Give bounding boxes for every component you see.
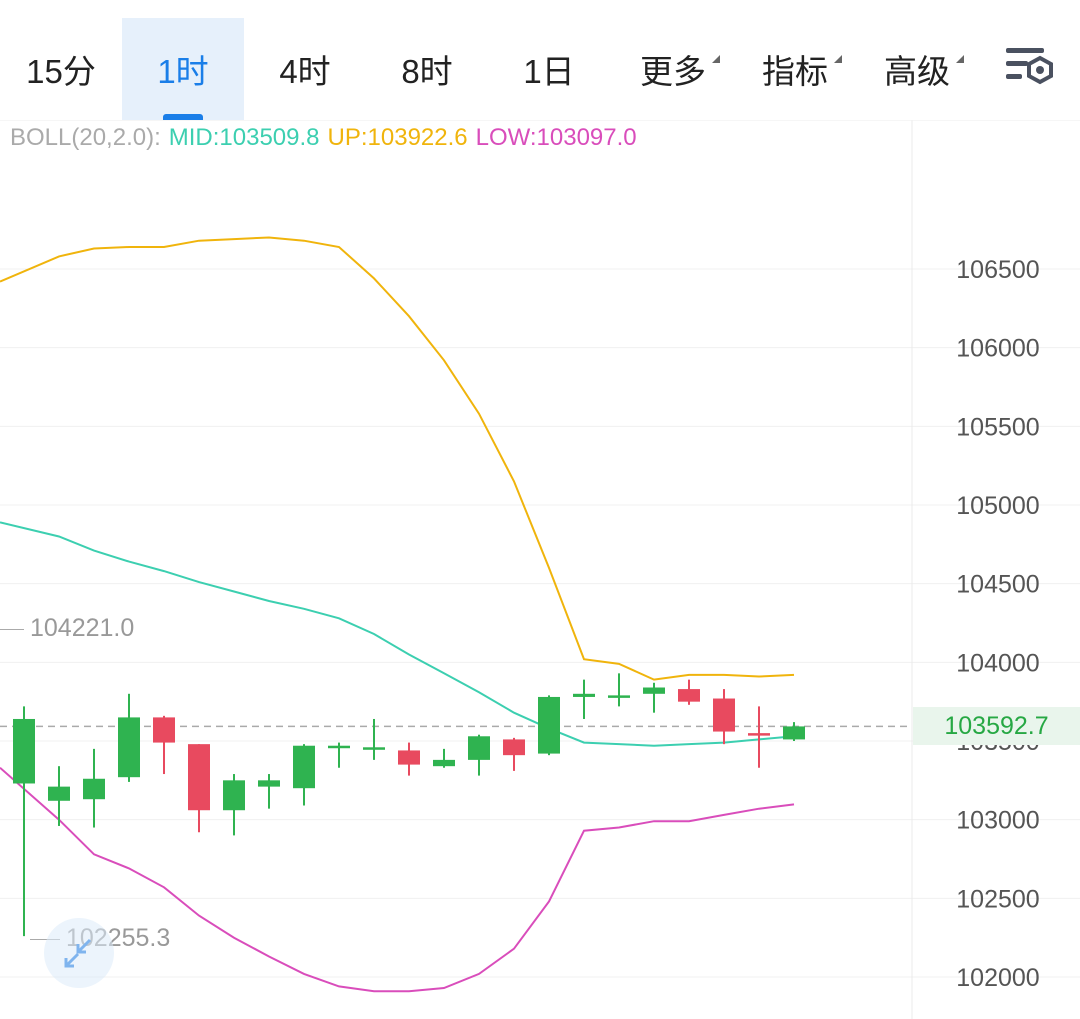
tab-8hour[interactable]: 8时 xyxy=(366,18,488,120)
candle-body xyxy=(538,696,560,754)
candle-body xyxy=(398,750,420,765)
tab-advanced[interactable]: 高级 xyxy=(856,18,978,120)
candlestick-chart[interactable]: 1020001025001030001035001040001045001050… xyxy=(0,120,1080,1019)
high-marker-line xyxy=(0,628,24,630)
candle-body xyxy=(503,739,525,756)
visible-high-value: 104221.0 xyxy=(30,614,135,642)
tab-label: 1日 xyxy=(523,53,575,90)
boll-low-line xyxy=(0,766,795,993)
candle-body xyxy=(748,733,770,736)
tab-label: 高级 xyxy=(884,53,950,90)
candle-body xyxy=(153,717,175,743)
candle-body xyxy=(258,780,280,787)
candle-body xyxy=(223,780,245,811)
y-tick-label: 106000 xyxy=(956,335,1039,363)
candle-body xyxy=(48,786,70,801)
candle-body xyxy=(293,745,315,789)
interval-tab-bar: 15分 1时 4时 8时 1日 更多 指标 高级 xyxy=(0,0,1080,120)
candle-body xyxy=(713,698,735,732)
y-tick-label: 105500 xyxy=(956,413,1039,441)
y-tick-label: 105000 xyxy=(956,492,1039,520)
boll-mid-line xyxy=(0,521,795,747)
low-marker-line xyxy=(30,938,60,940)
candle-body xyxy=(188,744,210,811)
tab-1hour[interactable]: 1时 xyxy=(122,18,244,120)
candle-body xyxy=(783,726,805,740)
tab-15min[interactable]: 15分 xyxy=(0,18,122,120)
current-price-label: 103592.7 xyxy=(913,707,1080,745)
dropdown-triangle-icon xyxy=(956,55,964,63)
tab-label: 1时 xyxy=(157,53,209,90)
boll-low-value: LOW:103097.0 xyxy=(475,124,637,151)
y-tick-label: 102500 xyxy=(956,885,1039,913)
y-tick-label: 106500 xyxy=(956,256,1039,284)
tab-label: 4时 xyxy=(279,53,331,90)
boll-mid-value: MID:103509.8 xyxy=(168,124,320,151)
tab-more[interactable]: 更多 xyxy=(612,18,734,120)
tab-4hour[interactable]: 4时 xyxy=(244,18,366,120)
candle-body xyxy=(328,745,350,749)
tab-label: 指标 xyxy=(762,53,828,90)
visible-high-label: 104221.0 xyxy=(0,614,134,643)
y-tick-label: 102000 xyxy=(956,964,1039,992)
candle-body xyxy=(608,695,630,698)
candle-body xyxy=(573,693,595,697)
tab-1day[interactable]: 1日 xyxy=(488,18,610,120)
candle-body xyxy=(13,718,35,784)
tab-label: 15分 xyxy=(26,53,96,90)
candle-body xyxy=(468,736,490,760)
tab-label-wrap: 更多 xyxy=(640,45,720,93)
tab-label-wrap: 指标 xyxy=(762,45,842,93)
tab-label: 8时 xyxy=(401,53,453,90)
boll-up-line xyxy=(0,236,795,681)
y-tick-label: 104500 xyxy=(956,571,1039,599)
collapse-arrows-icon xyxy=(64,938,92,968)
current-price-value: 103592.7 xyxy=(944,711,1049,740)
chart-settings-icon[interactable] xyxy=(1004,44,1056,92)
candle-body xyxy=(118,717,140,778)
boll-name: BOLL(20,2.0): xyxy=(10,124,161,151)
candle-body xyxy=(83,778,105,800)
candle-body xyxy=(678,689,700,702)
candle-body xyxy=(363,747,385,750)
y-tick-label: 104000 xyxy=(956,649,1039,677)
tab-label-wrap: 高级 xyxy=(884,45,964,93)
collapse-chart-button[interactable] xyxy=(44,918,114,988)
boll-indicator-legend: BOLL(20,2.0): MID:103509.8 UP:103922.6 LOW:… xyxy=(10,124,645,152)
candle-body xyxy=(433,759,455,767)
y-tick-label: 103000 xyxy=(956,807,1039,835)
tab-indicators[interactable]: 指标 xyxy=(734,18,856,120)
chart-settings-icon-svg xyxy=(1006,48,1053,85)
dropdown-triangle-icon xyxy=(834,55,842,63)
boll-up-value: UP:103922.6 xyxy=(327,124,468,151)
tab-label: 更多 xyxy=(640,53,706,90)
candle-body xyxy=(643,687,665,694)
dropdown-triangle-icon xyxy=(712,55,720,63)
